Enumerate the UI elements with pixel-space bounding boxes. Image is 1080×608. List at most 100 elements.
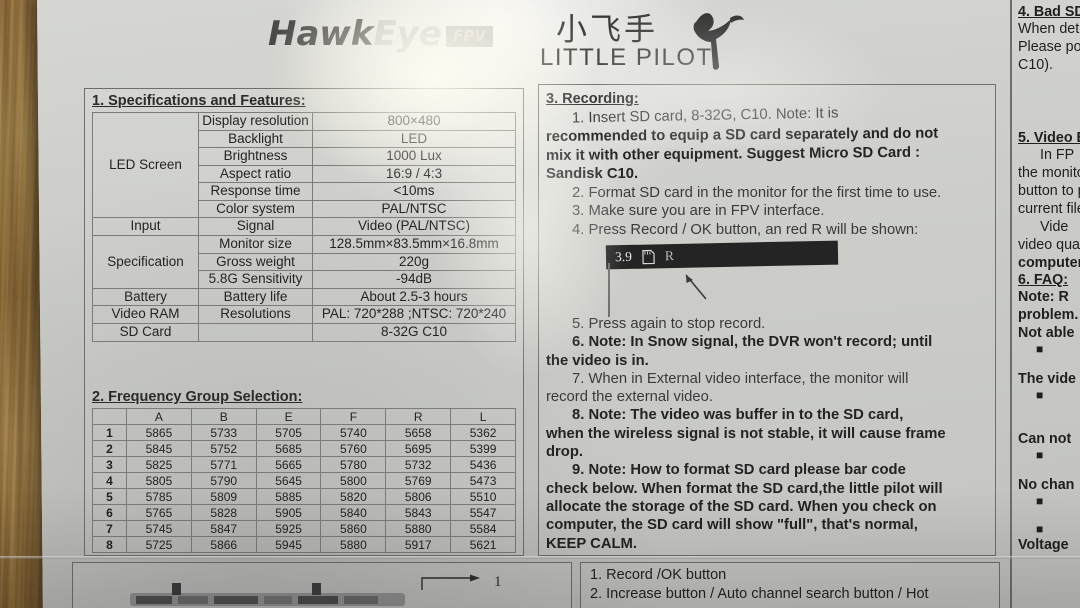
spec-group-label: LED Screen [92, 111, 199, 219]
freq-cell: 5733 [190, 424, 257, 441]
spec-table-row: SD Card 8-32G C10 [92, 322, 516, 342]
freq-cell: 5547 [450, 504, 516, 521]
freq-cell: 5665 [255, 456, 322, 473]
freq-table-row: 5 5785 5809 5885 5820 5806 5510 [92, 488, 516, 505]
freq-cell: 5771 [190, 456, 257, 473]
freq-cell: 5785 [126, 488, 192, 505]
freq-cell: 5860 [320, 520, 387, 537]
section-5-line-6: video qual [1018, 237, 1080, 253]
recording-item-3: 3. Make sure you are in FPV interface. [572, 203, 825, 220]
recording-item-2: 2. Format SD card in the monitor for the… [572, 185, 942, 202]
section-4-line-1: When dete [1018, 21, 1080, 37]
freq-cell: 5847 [190, 520, 257, 537]
freq-cell: 5800 [320, 472, 387, 489]
freq-cell: 5885 [255, 488, 322, 505]
spec-table-row: Video RAM Resolutions PAL: 720*288 ;NTSC: … [92, 305, 516, 324]
recording-item-5: 5. Press again to stop record. [572, 316, 766, 332]
freq-cell: 5658 [385, 424, 452, 441]
manual-header: HawkEye FPV 小飞手 LITTLE PILOT [0, 0, 1080, 86]
spec-group-label: SD Card [92, 322, 199, 342]
spec-param-label: Brightness [198, 147, 313, 166]
spec-value: -94dB [312, 270, 516, 289]
freq-cell: 5866 [190, 536, 257, 553]
freq-row-index: 6 [92, 504, 127, 521]
freq-cell: 5865 [126, 424, 192, 441]
section-5-line-3: button to p [1018, 183, 1080, 199]
section-5-line-1: In FP [1040, 147, 1075, 163]
recording-item-1-line-3: mix it with other equipment. Suggest Mic… [545, 144, 921, 164]
faq-bullet-3: ■ [1036, 448, 1044, 462]
freq-cell: 5805 [126, 472, 192, 489]
specifications-title: 1. Specifications and Features: [92, 93, 306, 109]
spec-value: 16:9 / 4:3 [312, 164, 516, 184]
recording-item-9-line-4: computer, the SD card will show "full", … [546, 517, 918, 534]
specifications-table: LED Screen Display resolution 800×480 Backl… [92, 111, 516, 342]
freq-column-header: L [450, 408, 516, 425]
freq-cell: 5905 [255, 504, 322, 521]
freq-column-header: B [190, 408, 257, 425]
recording-section-continued: 5. Press again to stop record. 6. Note: … [546, 316, 988, 554]
section-4-line-3: C10). [1018, 57, 1053, 73]
recording-item-1-line-4: Sandisk C10. [546, 165, 639, 182]
freq-cell: 5740 [320, 424, 387, 441]
freq-cell: 5843 [385, 504, 452, 521]
freq-row-index: 8 [92, 536, 127, 553]
faq-item-4: No chan [1018, 477, 1075, 493]
spec-value: 220g [312, 252, 516, 272]
bird-logo-icon [693, 13, 744, 70]
freq-cell: 5769 [385, 472, 452, 489]
freq-row-index: 1 [92, 424, 127, 441]
freq-cell: 5362 [450, 424, 516, 441]
faq-item-1: Not able [1018, 325, 1075, 341]
button-list-item-2: 2. Increase button / Auto channel search… [590, 585, 929, 602]
recording-item-9-line-3: allocate the storage of the SD card. Whe… [546, 498, 937, 515]
spec-param-label: Display resolution [198, 112, 313, 131]
brand-primary: Hawk [268, 14, 374, 54]
section-4-heading: 4. Bad SD [1018, 4, 1080, 20]
spec-param-label: Aspect ratio [198, 164, 313, 184]
osd-status-bar: 3.9 R [605, 240, 839, 270]
spec-table-row: Battery Battery life About 2.5-3 hours [92, 287, 516, 307]
recording-item-8-line-2: when the wireless signal is not stable, … [546, 425, 946, 442]
spec-value: About 2.5-3 hours [312, 287, 516, 307]
spec-value: LED [312, 129, 516, 149]
freq-column-header [92, 408, 127, 425]
recording-item-6-line-2: the video is in. [546, 352, 649, 369]
osd-voltage-value: 3.9 [614, 248, 633, 265]
freq-cell: 5695 [385, 440, 452, 457]
freq-cell: 5880 [385, 520, 452, 537]
spec-param-label: Gross weight [198, 252, 313, 272]
freq-row-index: 4 [92, 472, 127, 489]
freq-column-header: A [126, 408, 192, 425]
middle-bottom-box [580, 562, 1000, 608]
spec-value: PAL/NTSC [312, 199, 516, 219]
faq-item-5: Voltage [1018, 537, 1069, 553]
freq-cell: 5705 [255, 424, 322, 441]
spec-param-label: Resolutions [198, 305, 313, 324]
faq-bullet-2: ■ [1036, 388, 1044, 402]
faq-note-line-2: problem. [1018, 307, 1079, 323]
freq-column-header: R [385, 408, 452, 425]
spec-group-label: Video RAM [92, 305, 199, 324]
spec-table-row: LED Screen Display resolution 800×480 [92, 111, 516, 219]
sd-card-icon [642, 249, 655, 264]
freq-column-header: F [320, 408, 387, 425]
faq-bullet-4: ■ [1036, 494, 1044, 508]
right-column-cutoff: 4. Bad SD When dete Please pow C10). 5. … [1002, 0, 1080, 608]
freq-cell: 5760 [320, 440, 387, 457]
spec-group-label: Input [92, 217, 199, 237]
freq-cell: 5399 [450, 440, 516, 457]
section-5-line-7: computer [1018, 255, 1080, 271]
recording-item-4: 4. Press Record / OK button, an red R wi… [572, 221, 919, 238]
osd-record-flag: R [664, 248, 675, 264]
freq-cell: 5880 [320, 536, 387, 553]
freq-cell: 5584 [450, 520, 516, 537]
brand-secondary: Eye [373, 14, 442, 54]
recording-item-8-line-1: 8. Note: The video was buffer in to the … [572, 407, 904, 424]
recording-item-8-line-3: drop. [546, 444, 583, 461]
freq-cell: 5725 [126, 536, 192, 553]
freq-table-row: 4 5805 5790 5645 5800 5769 5473 [92, 472, 516, 489]
